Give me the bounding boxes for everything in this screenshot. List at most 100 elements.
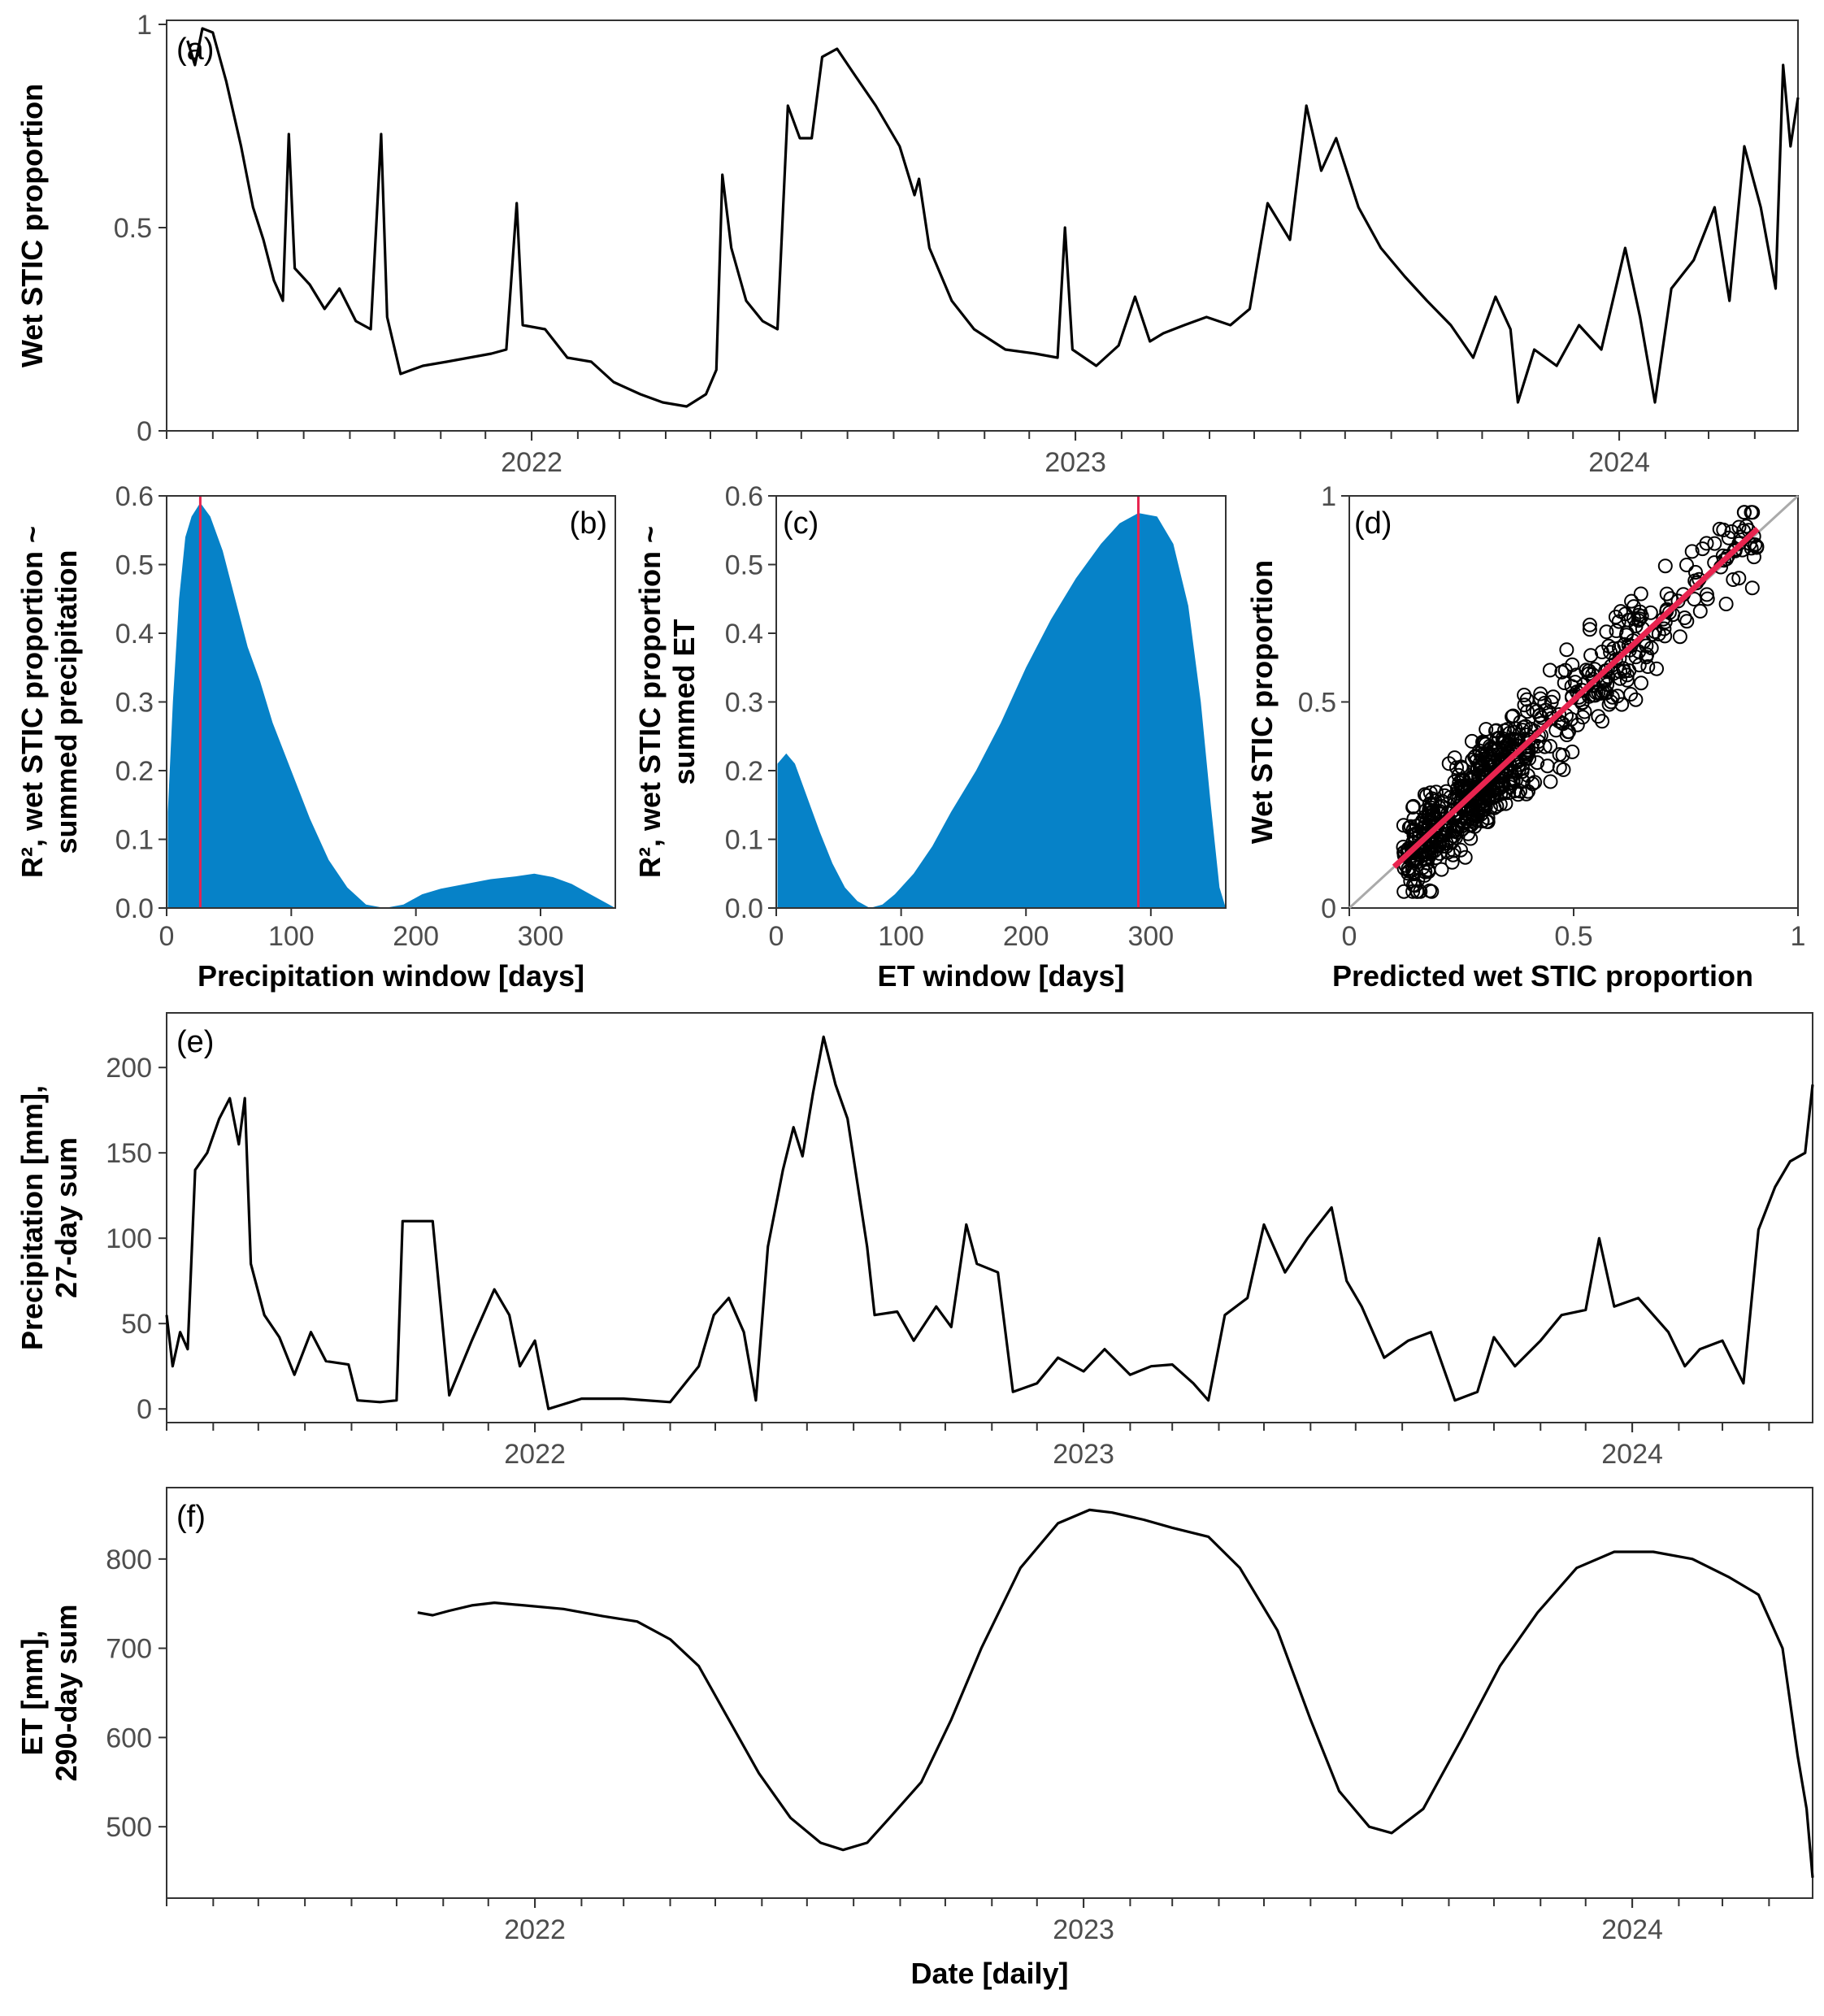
y-tick-label: 100 [106,1223,152,1254]
scatter-point [1659,586,1674,602]
x-tick-label: 200 [1003,921,1049,952]
scatter-point [1617,663,1632,679]
scatter-point [1718,597,1734,611]
y-tick-label: 0 [1321,893,1336,924]
x-tick-label: 0 [159,921,175,952]
scatter-point [1731,571,1747,586]
scatter-point [1688,565,1703,580]
scatter-point [1639,650,1654,665]
panel-d-x-title: Predicted wet STIC proportion [1332,959,1753,993]
x-tick-label: 2022 [501,447,562,478]
scatter-point [1432,804,1447,819]
panel-c-x-title: ET window [days] [877,959,1124,993]
x-tick-label: 2022 [504,1914,566,1945]
panel-f-tag: (f) [176,1500,206,1534]
y-tick-label: 0.5 [114,213,152,244]
scatter-point [1517,697,1532,713]
x-tick-label: 2023 [1053,1914,1114,1945]
scatter-point [1403,819,1418,834]
scatter-point [1542,663,1557,678]
y-tick-label: 800 [106,1545,152,1575]
scatter-point [1426,803,1441,819]
x-tick-label: 0.5 [1554,921,1592,952]
scatter-point [1587,662,1602,677]
scatter-point [1556,762,1571,777]
x-tick-label: 300 [1127,921,1174,952]
y-tick-label: 500 [106,1812,152,1843]
panel-e-tag: (e) [176,1025,214,1059]
y-tick-label: 200 [106,1053,152,1084]
scatter-point [1582,622,1597,637]
scatter-point [1608,652,1623,667]
scatter-point [1651,627,1666,641]
scatter-point [1679,558,1694,572]
scatter-point [1559,642,1574,658]
panel-d-points [1396,505,1765,899]
x-tick-label: 0 [1342,921,1357,952]
scatter-point [1663,591,1679,606]
scatter-point [1605,689,1620,705]
x-tick-label: 2023 [1053,1439,1114,1470]
panel-f-y-title-line1: ET [mm], [15,1630,49,1755]
y-tick-label: 0 [137,1394,152,1425]
x-tick-label: 1 [1791,921,1806,952]
scatter-point [1480,810,1496,826]
panel-e-y-title-line1: Precipitation [mm], [15,1085,49,1350]
x-tick-label: 100 [878,921,924,952]
y-tick-label: 1 [1321,481,1336,512]
y-tick-label: 50 [121,1309,152,1340]
scatter-point [1504,764,1518,780]
scatter-point [1482,754,1497,769]
scatter-point [1404,843,1419,858]
scatter-point [1633,586,1648,602]
scatter-point [1515,773,1531,789]
scatter-point [1582,617,1597,632]
scatter-point [1434,862,1449,877]
scatter-point [1448,830,1463,845]
panel-b-y-title-line2: summed precipitation [50,550,83,854]
y-tick-label: 0 [137,416,152,447]
scatter-point [1720,549,1735,564]
panel-b-x-title: Precipitation window [days] [198,959,584,993]
x-tick-label: 200 [393,921,439,952]
panel-f-frame [166,1487,1813,1899]
scatter-point [1495,736,1510,751]
panel-a-frame [166,20,1799,432]
panel-b-y-title-line1: R², wet STIC proportion ~ [15,526,49,878]
scatter-point [1679,614,1695,629]
y-tick-label: 0.1 [115,825,154,856]
y-tick-label: 0.5 [1298,688,1336,719]
x-tick-label: 2024 [1601,1914,1663,1945]
scatter-point [1505,708,1521,723]
scatter-point [1731,519,1747,535]
panel-f-y-title-line2: 290-day sum [50,1604,83,1781]
panel-c-area [777,513,1226,908]
y-tick-label: 0.3 [725,688,763,719]
scatter-point [1575,683,1590,698]
panel-c-tag: (c) [783,506,819,541]
scatter-point [1583,648,1599,663]
scatter-point [1459,793,1474,809]
scatter-point [1435,793,1450,809]
scatter-point [1631,613,1646,628]
scatter-point [1619,625,1635,641]
scatter-point [1657,628,1673,644]
scatter-point [1401,866,1416,881]
scatter-point [1519,748,1535,763]
scatter-point [1628,692,1644,707]
scatter-point [1707,536,1722,551]
scatter-point [1428,850,1444,866]
panel-d-tag: (d) [1354,506,1392,541]
scatter-point [1525,776,1540,792]
scatter-point [1555,716,1570,732]
panel-e-series-line [165,1035,1814,1410]
scatter-point [1608,610,1623,624]
y-tick-label: 0.5 [115,550,154,581]
x-tick-label: 2024 [1588,447,1650,478]
scatter-point [1522,751,1537,767]
scatter-point [1575,710,1591,725]
y-tick-label: 700 [106,1634,152,1665]
scatter-point [1464,733,1479,749]
scatter-point [1649,661,1664,676]
